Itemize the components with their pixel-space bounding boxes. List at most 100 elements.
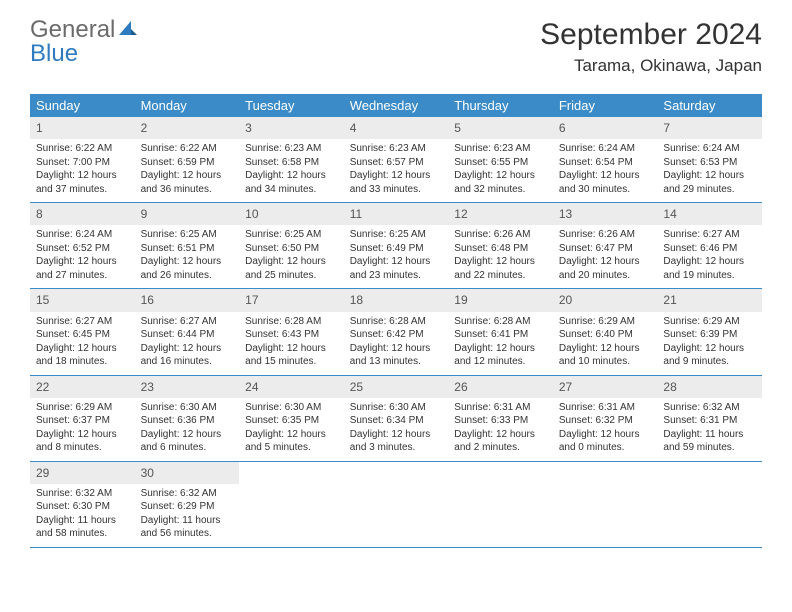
- daylight-line1: Daylight: 12 hours: [559, 342, 652, 356]
- daylight-line1: Daylight: 12 hours: [350, 255, 443, 269]
- week-row: 15 Sunrise: 6:27 AMSunset: 6:45 PM Dayligh…: [30, 289, 762, 375]
- weekday-cell: Tuesday: [239, 94, 344, 117]
- location: Tarama, Okinawa, Japan: [540, 56, 762, 76]
- sunset-line: Sunset: 6:47 PM: [559, 242, 652, 256]
- day-cell: 5Sunrise: 6:23 AMSunset: 6:55 PMDaylight…: [448, 117, 553, 202]
- day-number: 13: [553, 203, 658, 225]
- day-number: 22: [30, 376, 135, 398]
- day-number: 8: [30, 203, 135, 225]
- day-body: Sunrise: 6:29 AMSunset: 6:37 PMDaylight:…: [30, 401, 135, 455]
- sunset-line: Sunset: 6:36 PM: [141, 414, 234, 428]
- day-cell: 26Sunrise: 6:31 AMSunset: 6:33 PMDayligh…: [448, 376, 553, 461]
- sunset-line: Sunset: 6:31 PM: [663, 414, 756, 428]
- daylight-line1: Daylight: 12 hours: [663, 169, 756, 183]
- day-number: 6: [553, 117, 658, 139]
- day-body: Sunrise: 6:30 AMSunset: 6:36 PMDaylight:…: [135, 401, 240, 455]
- sunset-line: Sunset: 7:00 PM: [36, 156, 129, 170]
- day-cell: 1Sunrise: 6:22 AMSunset: 7:00 PMDaylight…: [30, 117, 135, 202]
- day-cell: 23Sunrise: 6:30 AMSunset: 6:36 PMDayligh…: [135, 376, 240, 461]
- daylight-line2: and 59 minutes.: [663, 441, 756, 455]
- day-body: Sunrise: 6:26 AMSunset: 6:48 PMDaylight:…: [448, 228, 553, 282]
- sunset-line: Sunset: 6:44 PM: [141, 328, 234, 342]
- sunset-line: Sunset: 6:51 PM: [141, 242, 234, 256]
- sunset-line: Sunset: 6:33 PM: [454, 414, 547, 428]
- sunset-line: Sunset: 6:49 PM: [350, 242, 443, 256]
- day-body: Sunrise: 6:28 AMSunset: 6:42 PMDaylight:…: [344, 315, 449, 369]
- day-number: 29: [30, 462, 135, 484]
- day-cell: 8Sunrise: 6:24 AMSunset: 6:52 PMDaylight…: [30, 203, 135, 288]
- daylight-line1: Daylight: 12 hours: [245, 342, 338, 356]
- daylight-line2: and 19 minutes.: [663, 269, 756, 283]
- day-cell: 11Sunrise: 6:25 AMSunset: 6:49 PMDayligh…: [344, 203, 449, 288]
- daylight-line2: and 34 minutes.: [245, 183, 338, 197]
- sunset-line: Sunset: 6:52 PM: [36, 242, 129, 256]
- day-body: Sunrise: 6:24 AMSunset: 6:54 PMDaylight:…: [553, 142, 658, 196]
- sunrise-line: Sunrise: 6:31 AM: [454, 401, 547, 415]
- sunset-line: Sunset: 6:41 PM: [454, 328, 547, 342]
- week-row: 22 Sunrise: 6:29 AMSunset: 6:37 PMDayligh…: [30, 376, 762, 462]
- day-cell: 10Sunrise: 6:25 AMSunset: 6:50 PMDayligh…: [239, 203, 344, 288]
- day-cell: 13Sunrise: 6:26 AMSunset: 6:47 PMDayligh…: [553, 203, 658, 288]
- day-cell: 6 Sunrise: 6:24 AMSunset: 6:54 PMDaylight…: [553, 117, 658, 202]
- day-cell: 15Sunrise: 6:27 AMSunset: 6:45 PMDayligh…: [30, 289, 135, 374]
- day-number: 2: [135, 117, 240, 139]
- sunrise-line: Sunrise: 6:23 AM: [454, 142, 547, 156]
- sunset-line: Sunset: 6:53 PM: [663, 156, 756, 170]
- day-number: 27: [553, 376, 658, 398]
- day-number: 14: [657, 203, 762, 225]
- weekday-cell: Friday: [553, 94, 658, 117]
- daylight-line2: and 12 minutes.: [454, 355, 547, 369]
- week-row: 1 Sunrise: 6:22 AM Sunset: 7:00 PM Daylight…: [30, 117, 762, 203]
- daylight-line1: Daylight: 12 hours: [245, 428, 338, 442]
- day-number: 17: [239, 289, 344, 311]
- sunset-line: Sunset: 6:54 PM: [559, 156, 652, 170]
- daylight-line1: Daylight: 12 hours: [36, 428, 129, 442]
- daylight-line2: and 29 minutes.: [663, 183, 756, 197]
- daylight-line1: Daylight: 12 hours: [559, 255, 652, 269]
- day-number: 1: [30, 117, 135, 139]
- day-cell: [239, 462, 344, 547]
- daylight-line2: and 36 minutes.: [141, 183, 234, 197]
- day-body: Sunrise: 6:25 AMSunset: 6:51 PMDaylight:…: [135, 228, 240, 282]
- day-cell: 9Sunrise: 6:25 AMSunset: 6:51 PMDaylight…: [135, 203, 240, 288]
- day-body: Sunrise: 6:31 AMSunset: 6:33 PMDaylight:…: [448, 401, 553, 455]
- day-number: 11: [344, 203, 449, 225]
- day-body: Sunrise: 6:27 AMSunset: 6:44 PMDaylight:…: [135, 315, 240, 369]
- day-cell: 28Sunrise: 6:32 AMSunset: 6:31 PMDayligh…: [657, 376, 762, 461]
- sunset-line: Sunset: 6:45 PM: [36, 328, 129, 342]
- logo-part2: Blue: [30, 40, 78, 67]
- sunset-line: Sunset: 6:48 PM: [454, 242, 547, 256]
- daylight-line2: and 32 minutes.: [454, 183, 547, 197]
- sunset-line: Sunset: 6:29 PM: [141, 500, 234, 514]
- day-cell: [553, 462, 658, 547]
- day-number: 15: [30, 289, 135, 311]
- day-body: Sunrise: 6:25 AMSunset: 6:50 PMDaylight:…: [239, 228, 344, 282]
- day-body: Sunrise: 6:30 AMSunset: 6:35 PMDaylight:…: [239, 401, 344, 455]
- day-cell: 7Sunrise: 6:24 AMSunset: 6:53 PMDaylight…: [657, 117, 762, 202]
- daylight-line2: and 16 minutes.: [141, 355, 234, 369]
- sunrise-line: Sunrise: 6:27 AM: [36, 315, 129, 329]
- weekday-cell: Thursday: [448, 94, 553, 117]
- daylight-line1: Daylight: 12 hours: [350, 428, 443, 442]
- sunrise-line: Sunrise: 6:25 AM: [245, 228, 338, 242]
- daylight-line2: and 20 minutes.: [559, 269, 652, 283]
- sunset-line: Sunset: 6:32 PM: [559, 414, 652, 428]
- sunrise-line: Sunrise: 6:31 AM: [559, 401, 652, 415]
- sunrise-line: Sunrise: 6:22 AM: [141, 142, 234, 156]
- week-row: 29Sunrise: 6:32 AMSunset: 6:30 PMDayligh…: [30, 462, 762, 548]
- day-number: 7: [657, 117, 762, 139]
- weekday-cell: Monday: [135, 94, 240, 117]
- day-number: 5: [448, 117, 553, 139]
- header: GeneralBlue September 2024 Tarama, Okina…: [0, 0, 792, 84]
- day-cell: 24Sunrise: 6:30 AMSunset: 6:35 PMDayligh…: [239, 376, 344, 461]
- sunrise-line: Sunrise: 6:29 AM: [559, 315, 652, 329]
- sunrise-line: Sunrise: 6:26 AM: [454, 228, 547, 242]
- daylight-line1: Daylight: 12 hours: [454, 342, 547, 356]
- daylight-line2: and 33 minutes.: [350, 183, 443, 197]
- sunset-line: Sunset: 6:34 PM: [350, 414, 443, 428]
- logo-part1: General: [30, 16, 115, 43]
- day-body: Sunrise: 6:29 AMSunset: 6:40 PMDaylight:…: [553, 315, 658, 369]
- daylight-line2: and 37 minutes.: [36, 183, 129, 197]
- daylight-line1: Daylight: 11 hours: [663, 428, 756, 442]
- day-number: 21: [657, 289, 762, 311]
